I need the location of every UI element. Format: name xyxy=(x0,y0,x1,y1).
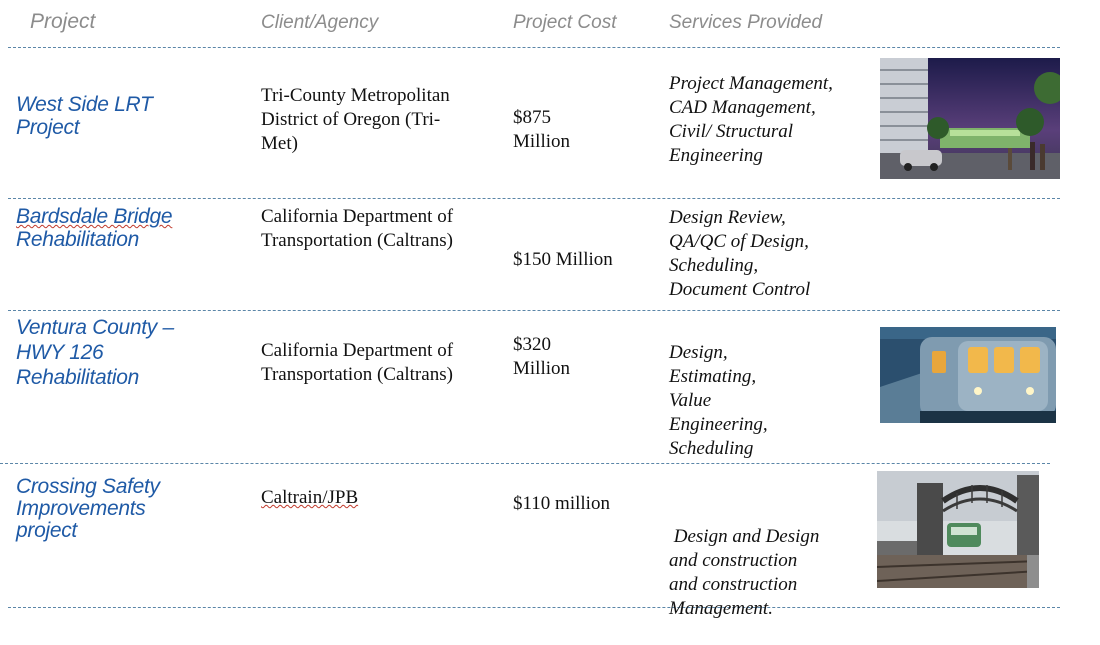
project-cost: $150 Million xyxy=(513,249,613,270)
client-agency: California Department of Transportation (… xyxy=(261,206,454,251)
project-name: Crossing Safety Improvements project xyxy=(16,475,160,542)
client-agency: California Department of Transportation (… xyxy=(261,340,454,385)
header-client: Client/Agency xyxy=(261,12,379,33)
project-name: Ventura County – HWY 126 Rehabilitation xyxy=(16,316,174,389)
project-cost: $875 Million xyxy=(513,107,571,152)
header-services: Services Provided xyxy=(669,12,823,33)
row-separator xyxy=(8,198,1060,199)
commuter-train-illustration xyxy=(880,327,1056,423)
services-provided: Design Review, QA/QC of Design, Scheduling… xyxy=(669,207,811,300)
client-agency: Tri-County Metropolitan District of Orego… xyxy=(261,85,450,154)
client-agency: Caltrain/JPB xyxy=(261,487,359,508)
row-separator xyxy=(8,310,1060,311)
row-separator xyxy=(0,463,1050,464)
project-name: Bardsdale Bridge Rehabilitation xyxy=(16,205,173,251)
header-cost: Project Cost xyxy=(513,12,617,33)
project-cost: $110 million xyxy=(513,493,610,514)
services-provided: Design, Estimating, Value Engineering, Sched… xyxy=(669,342,768,459)
header-project: Project xyxy=(30,10,96,33)
row-separator xyxy=(8,607,1060,608)
project-name: West Side LRT Project xyxy=(16,93,153,139)
row-separator xyxy=(8,47,1060,48)
light-rail-station-photo xyxy=(880,58,1060,179)
rail-bridge-photo xyxy=(877,471,1039,588)
services-provided: Project Management, CAD Management, Civil/… xyxy=(669,73,833,166)
services-provided: Design and Design and construction and con… xyxy=(669,526,820,619)
project-cost: $320 Million xyxy=(513,334,571,379)
